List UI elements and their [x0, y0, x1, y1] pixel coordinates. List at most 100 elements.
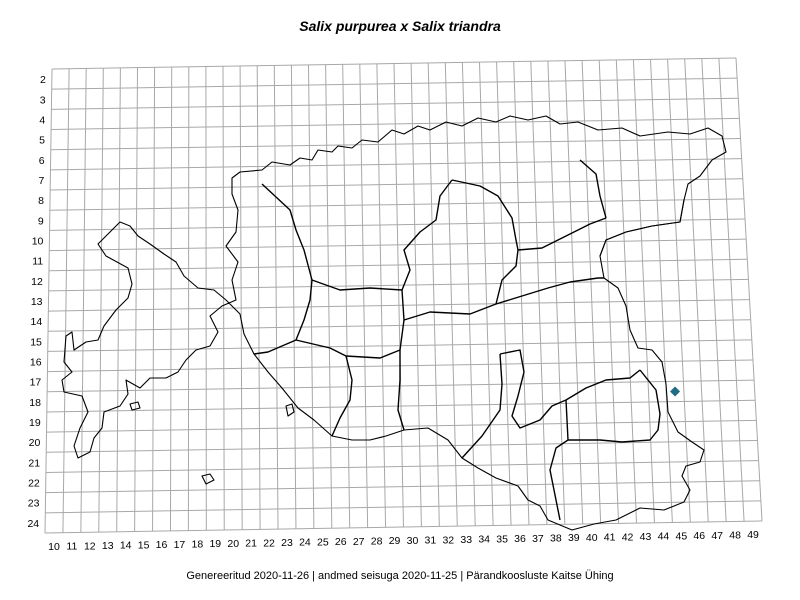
- column-label: 22: [263, 537, 275, 549]
- column-label: 49: [747, 529, 759, 541]
- row-label: 9: [38, 215, 44, 227]
- grid-column-line: [239, 65, 243, 530]
- column-label: 10: [48, 541, 60, 553]
- grid-row-line: [45, 480, 760, 494]
- row-label: 4: [39, 114, 45, 126]
- row-label: 21: [28, 457, 40, 469]
- row-label: 5: [39, 135, 45, 147]
- grid-row-line: [50, 138, 741, 151]
- grid-row-line: [45, 460, 759, 473]
- grid-column-line: [615, 59, 638, 524]
- row-label: 12: [31, 276, 43, 288]
- column-label: 18: [192, 538, 204, 550]
- column-label: 45: [675, 530, 687, 542]
- grid-row-line: [49, 198, 744, 211]
- row-label: 23: [28, 498, 40, 510]
- grid-row-line: [51, 57, 737, 70]
- grid-column-line: [80, 68, 87, 533]
- grid-column-line: [496, 61, 512, 526]
- grid-row-line: [48, 299, 750, 312]
- grid-column-line: [479, 62, 494, 526]
- grid-row-line: [51, 117, 740, 131]
- column-label: 21: [245, 538, 257, 550]
- column-label: 34: [478, 534, 490, 546]
- grid-column-line: [116, 67, 121, 532]
- column-label: 32: [442, 534, 454, 546]
- grid-column-line: [393, 63, 404, 528]
- mainland-outline: [61, 115, 727, 531]
- county-border-4: [397, 289, 405, 431]
- county-border-13: [345, 349, 401, 359]
- grid-row-line: [49, 218, 746, 231]
- grid-row-line: [46, 419, 757, 433]
- county-border-9: [461, 353, 503, 459]
- row-label: 13: [31, 296, 43, 308]
- grid-row-line: [45, 500, 761, 514]
- grid-row-line: [47, 379, 755, 393]
- grid-row-line: [48, 278, 749, 292]
- island-1: [201, 473, 215, 485]
- grid-column-line: [513, 61, 530, 525]
- column-label: 23: [281, 537, 293, 549]
- column-label: 30: [407, 535, 419, 547]
- observation-markers: [670, 386, 681, 397]
- grid-column-line: [308, 64, 315, 529]
- grid-column-line: [256, 65, 261, 530]
- grid-column-line: [290, 65, 297, 529]
- column-label: 46: [693, 530, 705, 542]
- grid-column-line: [598, 60, 620, 524]
- row-label: 22: [28, 478, 40, 490]
- county-border-11: [568, 369, 661, 443]
- row-label: 10: [32, 235, 44, 247]
- column-label: 19: [209, 538, 221, 550]
- grid-column-line: [667, 59, 691, 523]
- grid-lines: [44, 57, 763, 534]
- grid-column-line: [530, 61, 548, 525]
- grid-column-line: [376, 63, 387, 528]
- grid-column-line: [650, 59, 673, 523]
- column-label: 48: [729, 529, 741, 541]
- county-border-12: [579, 159, 607, 219]
- grid-row-line: [44, 520, 763, 534]
- row-label: 8: [38, 195, 44, 207]
- grid-column-line: [325, 64, 333, 529]
- row-label: 24: [27, 518, 39, 530]
- grid-row-line: [46, 439, 758, 453]
- county-border-6: [451, 179, 607, 251]
- grid-column-line: [444, 62, 458, 527]
- column-labels: 10 11 12 13 14 15 16 17 18 19 20 21 22 23 24 25 26 27 28 29…: [48, 529, 759, 553]
- column-label: 36: [514, 533, 526, 545]
- grid-row-line: [48, 319, 751, 332]
- row-label: 16: [30, 357, 42, 369]
- county-border-1: [253, 183, 313, 355]
- country-outline: [61, 115, 727, 531]
- grid-row-line: [50, 158, 742, 171]
- column-label: 12: [84, 540, 96, 552]
- footer-credits: Genereeritud 2020-11-26 | andmed seisuga…: [186, 570, 614, 582]
- row-label: 15: [30, 336, 42, 348]
- grid-row-line: [47, 339, 752, 352]
- grid-column-line: [547, 61, 566, 525]
- column-label: 44: [658, 531, 670, 543]
- grid-column-line: [152, 67, 156, 532]
- county-border-7: [495, 277, 604, 305]
- column-label: 27: [353, 536, 365, 548]
- column-label: 33: [460, 534, 472, 546]
- column-label: 31: [425, 535, 437, 547]
- grid-column-line: [581, 60, 602, 524]
- row-label: 18: [29, 397, 41, 409]
- column-label: 39: [568, 532, 580, 544]
- grid-column-line: [342, 64, 351, 528]
- grid-column-line: [564, 60, 584, 525]
- observation-marker: [670, 386, 681, 397]
- row-label: 14: [31, 316, 43, 328]
- grid-column-line: [427, 62, 440, 527]
- column-label: 16: [156, 539, 168, 551]
- island-3: [129, 401, 141, 411]
- grid-column-line: [461, 62, 476, 526]
- grid-column-line: [169, 67, 173, 531]
- grid-column-line: [359, 64, 369, 528]
- map-title: Salix purpurea x Salix triandra: [299, 18, 501, 34]
- column-label: 17: [174, 539, 186, 551]
